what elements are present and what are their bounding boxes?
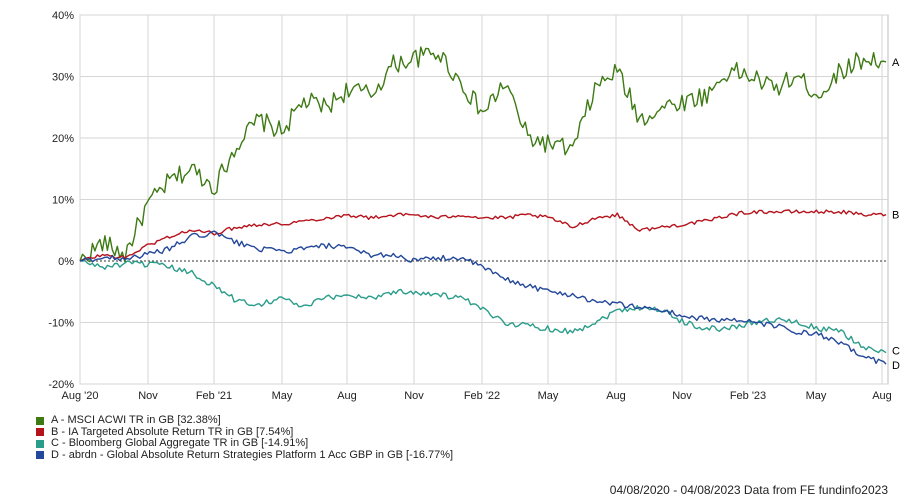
legend-label-d: D - abrdn - Global Absolute Return Strat… xyxy=(51,448,454,461)
y-tick-label: 10% xyxy=(52,195,74,207)
x-tick-label: Aug xyxy=(337,390,357,402)
x-tick-label: May xyxy=(538,390,559,402)
legend-swatch-b xyxy=(36,428,44,437)
series-end-label-d: D xyxy=(892,360,900,372)
series-line-d xyxy=(79,230,887,365)
x-tick-label: Aug xyxy=(872,390,892,402)
legend-item-a: A - MSCI ACWI TR in GB [32.38%] xyxy=(36,414,453,427)
legend-swatch-d xyxy=(36,451,44,460)
y-tick-label: 0% xyxy=(58,256,74,268)
series-line-a xyxy=(79,46,887,263)
y-tick-label: 30% xyxy=(52,72,74,84)
x-tick-label: Nov xyxy=(672,390,692,402)
series-line-b xyxy=(79,209,887,262)
y-tick-label: 40% xyxy=(52,10,74,22)
legend-item-d: D - abrdn - Global Absolute Return Strat… xyxy=(36,448,454,462)
series-line-c xyxy=(79,259,887,354)
series-end-label-b: B xyxy=(892,210,899,222)
x-tick-label: May xyxy=(272,390,293,402)
date-range-footer: 04/08/2020 - 04/08/2023 Data from FE fun… xyxy=(609,483,888,497)
grid xyxy=(79,14,889,385)
x-tick-label: May xyxy=(806,390,827,402)
y-tick-label: -20% xyxy=(48,379,74,391)
series-lines xyxy=(79,46,887,365)
x-tick-label: Feb '21 xyxy=(196,390,232,402)
y-tick-label: -10% xyxy=(48,318,74,330)
series-end-label-c: C xyxy=(892,346,900,358)
x-tick-label: Aug '20 xyxy=(62,390,99,402)
x-tick-label: Nov xyxy=(404,390,424,402)
x-tick-label: Aug xyxy=(606,390,626,402)
legend-item-c: C - Bloomberg Global Aggregate TR in GB … xyxy=(36,437,453,450)
axis-tick-labels: Aug '20 Nov Feb '21 May Aug Nov Feb '22 May Aug N… xyxy=(48,10,891,402)
legend-item-b: B - IA Targeted Absolute Return TR in GB… xyxy=(36,425,453,439)
x-tick-label: Nov xyxy=(138,390,158,402)
y-tick-label: 20% xyxy=(52,133,74,145)
x-tick-label: Feb '22 xyxy=(464,390,500,402)
legend-label-c: C - Bloomberg Global Aggregate TR in GB … xyxy=(51,437,309,449)
legend-swatch-a xyxy=(36,416,44,425)
series-end-labels: A B CD xyxy=(892,57,900,372)
legend: A - MSCI ACWI TR in GB [32.38%] B - IA T… xyxy=(36,414,454,462)
legend-label-b: B - IA Targeted Absolute Return TR in GB… xyxy=(51,425,294,438)
series-end-label-a: A xyxy=(892,57,900,69)
legend-swatch-c xyxy=(36,439,44,448)
x-tick-label: Feb '23 xyxy=(730,390,766,402)
legend-label-a: A - MSCI ACWI TR in GB [32.38%] xyxy=(51,414,221,426)
